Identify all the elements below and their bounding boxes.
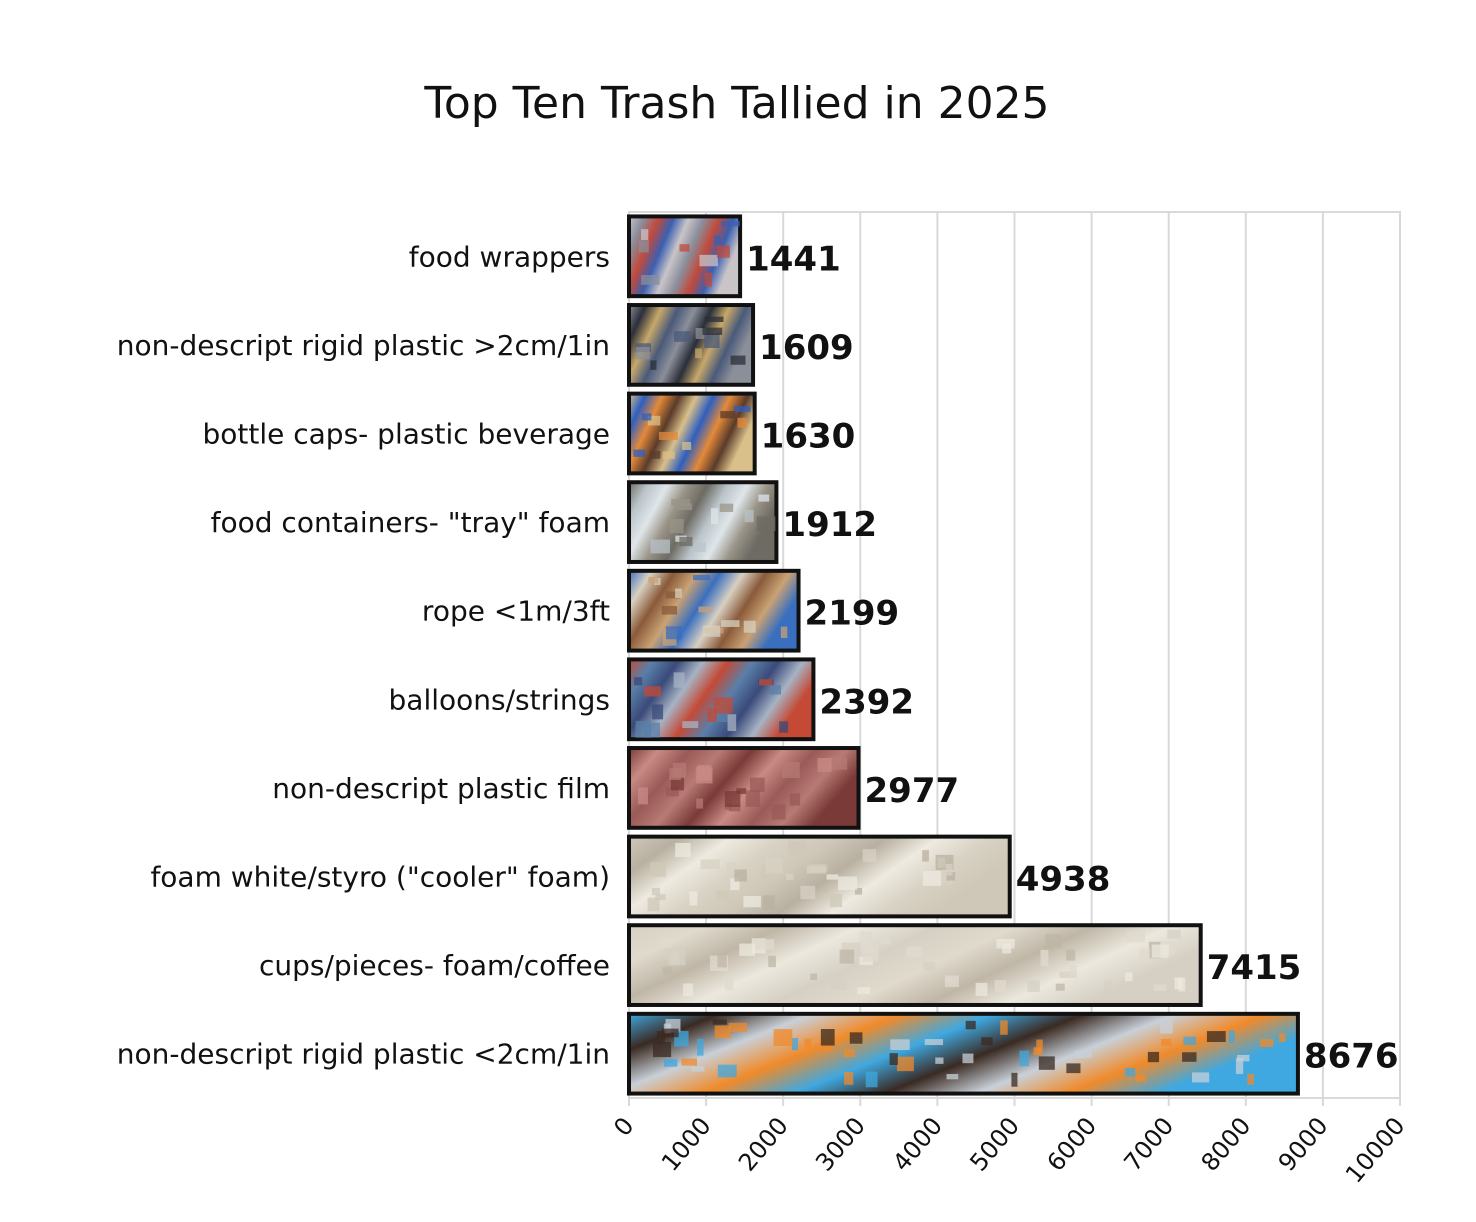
- bar: [627, 303, 756, 387]
- x-tick-label: 0: [608, 1112, 639, 1142]
- data-label: 1912: [782, 505, 877, 545]
- category-label: bottle caps- plastic beverage: [202, 418, 610, 451]
- x-tick-label: 2000: [733, 1112, 794, 1177]
- data-label: 1630: [761, 417, 856, 457]
- data-label: 1609: [759, 328, 854, 368]
- category-label: food wrappers: [409, 240, 610, 273]
- category-label: non-descript rigid plastic >2cm/1in: [117, 329, 610, 362]
- data-label: 2199: [805, 594, 900, 634]
- category-label: balloons/strings: [389, 683, 610, 716]
- data-label: 8676: [1304, 1037, 1399, 1077]
- bars: [627, 214, 1300, 1096]
- data-label: 4938: [1016, 860, 1111, 900]
- category-label: cups/pieces- foam/coffee: [259, 949, 610, 982]
- bar: [627, 746, 861, 830]
- data-label: 2392: [819, 682, 914, 722]
- category-label: non-descript plastic film: [272, 772, 610, 805]
- category-label: rope <1m/3ft: [422, 595, 610, 628]
- bar: [627, 480, 779, 564]
- bar: [627, 568, 801, 653]
- data-label: 7415: [1207, 948, 1302, 988]
- category-label: foam white/styro ("cooler" foam): [150, 861, 610, 894]
- category-label: non-descript rigid plastic <2cm/1in: [117, 1038, 610, 1071]
- bar: [627, 391, 757, 476]
- x-tick-label: 1000: [656, 1112, 717, 1177]
- bar: [627, 834, 1012, 919]
- bar: [627, 923, 1203, 1007]
- data-label: 2977: [865, 771, 960, 811]
- x-axis-ticks: 0 1000 2000 3000 4000 5000 6000 7000 8000 9000 100…: [608, 1112, 1410, 1188]
- data-label: 1441: [746, 239, 841, 279]
- x-tick-label: 3000: [810, 1112, 871, 1177]
- bar: [627, 214, 743, 299]
- x-tick-label: 8000: [1196, 1112, 1257, 1177]
- bar: [627, 657, 816, 742]
- x-tick-label: 6000: [1041, 1112, 1102, 1177]
- x-tick-label: 9000: [1273, 1112, 1334, 1177]
- x-tick-label: 10000: [1340, 1112, 1411, 1188]
- category-label: food containers- "tray" foam: [211, 506, 610, 539]
- x-tick-label: 7000: [1119, 1112, 1180, 1177]
- x-tick-label: 5000: [964, 1112, 1025, 1177]
- chart-title: Top Ten Trash Tallied in 2025: [423, 78, 1049, 129]
- category-labels: food wrappers non-descript rigid plastic …: [117, 240, 610, 1070]
- x-tick-label: 4000: [887, 1112, 948, 1177]
- value-labels: 1441 1609 1630 1912 2199 2392 2977 4938 7415 8676: [746, 239, 1398, 1076]
- bar: [627, 1011, 1300, 1096]
